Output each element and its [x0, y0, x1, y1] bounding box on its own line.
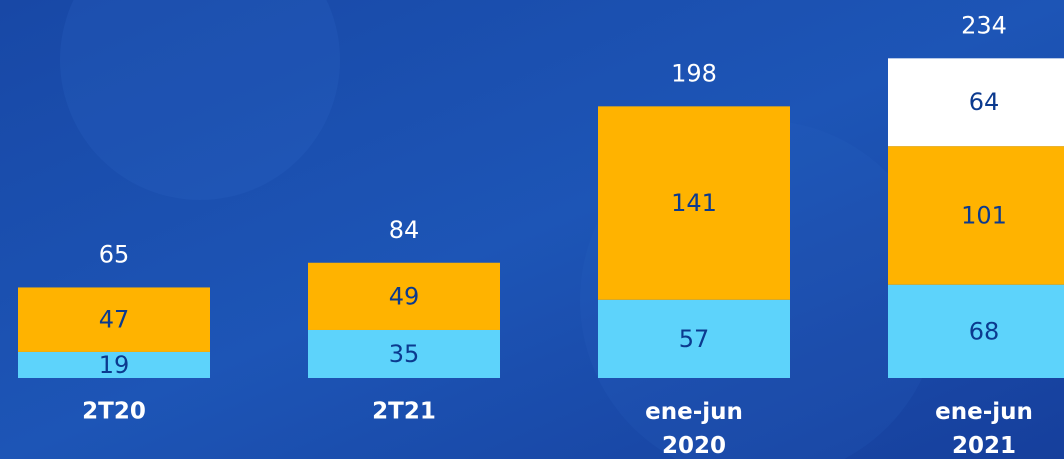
segment-label: 101 [961, 201, 1007, 229]
x-tick-label: 2T20 [82, 399, 146, 425]
total-label: 65 [99, 240, 130, 268]
x-tick-label-line: 2020 [662, 433, 726, 459]
segment-label: 68 [969, 317, 1000, 345]
bar-segment [598, 299, 790, 378]
x-tick-label-line: 2021 [952, 433, 1016, 459]
total-label: 234 [961, 11, 1007, 39]
segment-label: 64 [969, 88, 1000, 116]
bar-segment [888, 284, 1064, 378]
x-tick-label: 2T21 [372, 399, 436, 425]
total-label: 84 [389, 216, 420, 244]
bar-segment [888, 146, 1064, 285]
x-tick-label: ene-jun 2021 [935, 399, 1033, 459]
x-tick-label-line: ene-jun [645, 399, 743, 425]
segment-label: 47 [99, 306, 130, 334]
segment-label: 49 [389, 282, 420, 310]
segment-label: 141 [671, 189, 717, 217]
segment-label: 19 [99, 351, 130, 379]
x-tick-label-line: ene-jun [935, 399, 1033, 425]
bar-segment [18, 351, 210, 378]
total-label: 198 [671, 59, 717, 87]
x-tick-label: ene-jun 2020 [645, 399, 743, 459]
bar-segment [18, 287, 210, 352]
bar-segment [308, 329, 500, 378]
decor [60, 0, 340, 200]
segment-label: 57 [679, 325, 710, 353]
bar-segment [888, 58, 1064, 147]
bar-segment [598, 106, 790, 300]
segment-label: 35 [389, 340, 420, 368]
bar-segment [308, 262, 500, 330]
